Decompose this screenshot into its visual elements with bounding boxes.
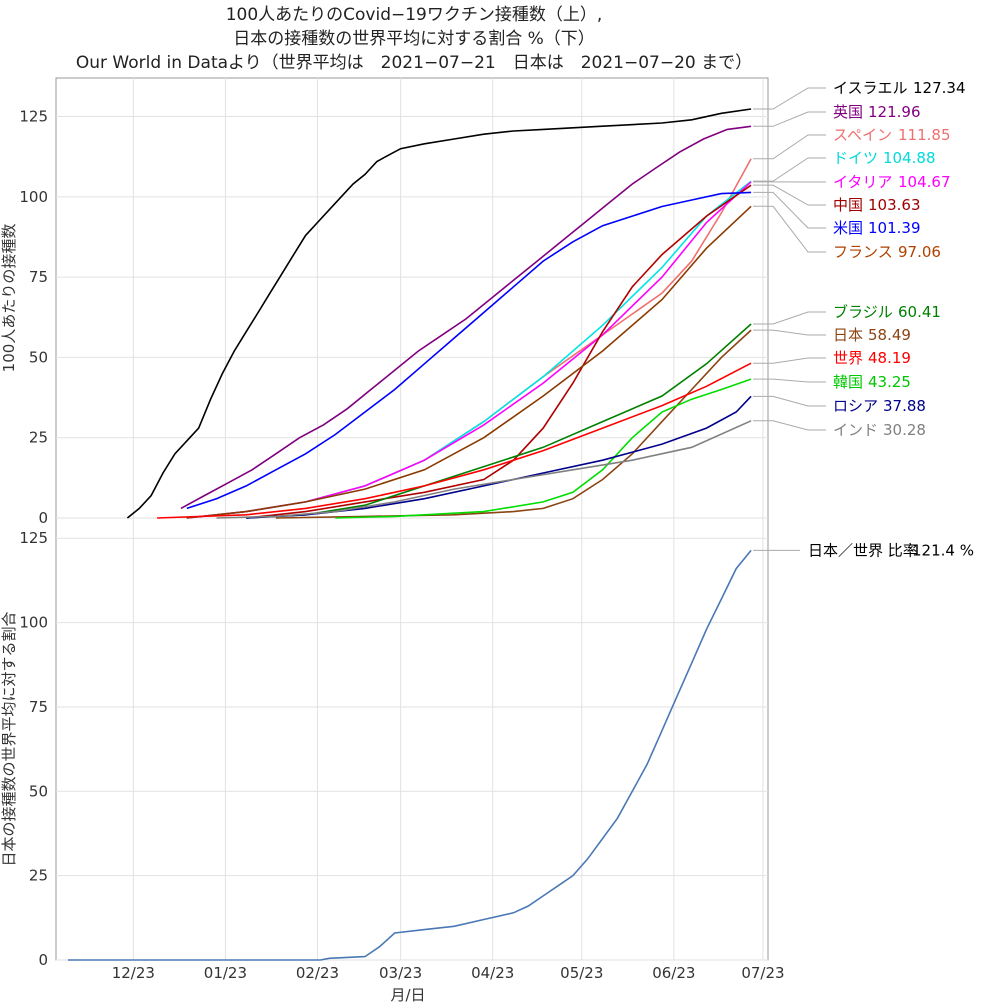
top-series-lines (126, 108, 752, 519)
x-tick-label: 05/23 (560, 964, 603, 982)
legend-series-value: 58.49 (868, 326, 911, 344)
legend-series-name: 中国 (833, 196, 863, 214)
leader-line (753, 357, 826, 364)
title-line-3: Our World in Dataより（世界平均は 2021−07−21 日本は… (76, 53, 752, 73)
series-line-13 (216, 420, 752, 519)
series-line-5 (246, 184, 752, 519)
leader-line (753, 378, 826, 383)
top-y-axis-label: 100人あたりの接種数 (0, 224, 18, 373)
top-y-tick-label: 75 (29, 268, 48, 286)
ratio-label-name: 日本／世界 比率 (808, 541, 918, 559)
x-tick-label: 02/23 (296, 964, 339, 982)
legend-series-name: 世界 (833, 349, 863, 367)
legend-series-value: 30.28 (883, 421, 926, 439)
series-line-1 (180, 125, 752, 510)
series-line-8 (246, 323, 752, 519)
top-y-tick-label: 25 (29, 429, 48, 447)
legend-series-name: インド (833, 421, 878, 439)
legend-series-value: 60.41 (898, 303, 941, 321)
series-line-3 (186, 180, 752, 519)
legend-series-value: 37.88 (883, 397, 926, 415)
legend-series-value: 97.06 (898, 243, 941, 261)
x-tick-label: 12/23 (112, 964, 155, 982)
top-grid (56, 78, 768, 519)
leader-line (753, 184, 826, 206)
x-tick-label: 03/23 (379, 964, 422, 982)
bottom-y-tick-label: 75 (29, 698, 48, 716)
legend-series-name: 英国 (833, 103, 863, 121)
top-y-tick-label: 50 (29, 348, 48, 366)
legend-series-value: 103.63 (868, 196, 921, 214)
bottom-plot-frame (55, 517, 769, 961)
leader-line (753, 311, 826, 325)
leader-line (753, 111, 826, 127)
x-tick-label: 06/23 (652, 964, 695, 982)
legend-series-value: 121.96 (868, 103, 921, 121)
legend-series-value: 104.67 (898, 173, 951, 191)
bottom-y-tick-label: 25 (29, 867, 48, 885)
bottom-series-lines (68, 549, 752, 961)
series-line-0 (126, 108, 752, 519)
legend-series-name: ロシア (833, 397, 878, 415)
ratio-label-value: 121.4 % (912, 541, 974, 559)
series-line-6 (186, 191, 752, 510)
leader-line (753, 205, 826, 253)
series-line-7 (186, 205, 752, 519)
legend-series-name: スペイン (833, 126, 892, 144)
ratio-line (68, 549, 752, 961)
bottom-y-tick-label: 0 (38, 951, 48, 969)
legend-series-value: 48.19 (868, 349, 911, 367)
series-line-2 (186, 158, 752, 519)
legend-series-name: 韓国 (833, 373, 863, 391)
series-line-4 (186, 181, 752, 519)
series-line-10 (157, 362, 752, 519)
top-y-tick-label: 0 (38, 509, 48, 527)
legend-series-name: フランス (833, 243, 893, 261)
legend-series-name: ブラジル (833, 303, 893, 321)
axis-ticks: 0 25 50 75 100 125 0 25 50 75 100 125 12/23 01/23 02/2… (19, 108, 784, 982)
leader-line (753, 395, 826, 407)
title-line-2: 日本の接種数の世界平均に対する割合 %（下） (233, 29, 595, 49)
leader-line (753, 87, 826, 110)
leader-line (753, 134, 826, 160)
top-y-tick-label: 125 (19, 108, 48, 126)
chart-title: 100人あたりのCovid−19ワクチン接種数（上）, 日本の接種数の世界平均に… (76, 5, 752, 73)
series-line-9 (275, 329, 752, 519)
bottom-y-tick-label: 50 (29, 782, 48, 800)
x-tick-label: 01/23 (204, 964, 247, 982)
bottom-y-tick-label: 125 (19, 529, 48, 547)
legend-series-name: イタリア (833, 173, 892, 191)
legend-series-name: イスラエル (833, 79, 908, 97)
legend-series-value: 127.34 (913, 79, 966, 97)
legend-series-value: 101.39 (868, 219, 921, 237)
title-line-1: 100人あたりのCovid−19ワクチン接種数（上）, (226, 5, 603, 25)
bottom-y-tick-label: 100 (19, 614, 48, 632)
legend-series-value: 111.85 (898, 126, 951, 144)
series-legend: イスラエル 127.34 英国 121.96 スペイン 111.85 ドイツ 104.88 イタ… (753, 79, 974, 559)
series-line-11 (335, 378, 752, 519)
x-tick-label: 07/23 (741, 964, 784, 982)
legend-series-value: 104.88 (883, 149, 936, 167)
leader-line (753, 329, 826, 336)
legend-series-name: 米国 (833, 219, 863, 237)
legend-series-name: ドイツ (833, 149, 878, 167)
leader-line (753, 157, 826, 182)
x-tick-label: 04/23 (471, 964, 514, 982)
legend-series-value: 43.25 (868, 373, 911, 391)
top-plot-frame (55, 77, 769, 519)
top-y-tick-label: 100 (19, 188, 48, 206)
bottom-y-axis-label: 日本の接種数の世界平均に対する割合 (0, 611, 18, 866)
leader-line (753, 191, 826, 229)
legend-series-name: 日本 (833, 326, 863, 344)
x-axis-label: 月/日 (390, 986, 425, 1004)
leader-line (753, 420, 826, 431)
bottom-grid (56, 518, 768, 961)
